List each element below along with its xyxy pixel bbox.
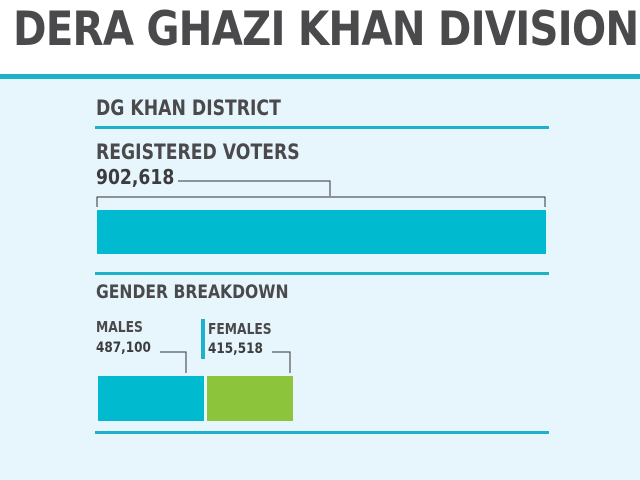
header-divider — [0, 74, 640, 79]
registered-bracket — [178, 180, 331, 196]
district-divider — [95, 126, 549, 129]
bottom-divider — [95, 431, 549, 434]
females-bracket — [272, 351, 291, 373]
registered-voters-value: 902,618 — [96, 165, 175, 189]
page-title: DERA GHAZI KHAN DIVISION — [13, 2, 639, 57]
females-bar — [207, 376, 293, 421]
males-label: MALES — [96, 318, 143, 336]
males-bar — [98, 376, 204, 421]
males-bracket — [160, 351, 187, 373]
males-value: 487,100 — [96, 340, 151, 356]
females-marker — [201, 319, 205, 359]
registered-voters-label: REGISTERED VOTERS — [96, 140, 300, 164]
registered-voters-bar — [97, 210, 546, 254]
header: DERA GHAZI KHAN DIVISION — [0, 0, 640, 74]
gender-breakdown-heading: GENDER BREAKDOWN — [96, 281, 289, 303]
females-label: FEMALES — [208, 320, 272, 338]
registered-divider — [95, 272, 549, 275]
district-heading: DG KHAN DISTRICT — [96, 96, 281, 120]
registered-span-bracket — [96, 196, 546, 207]
females-value: 415,518 — [208, 341, 263, 357]
